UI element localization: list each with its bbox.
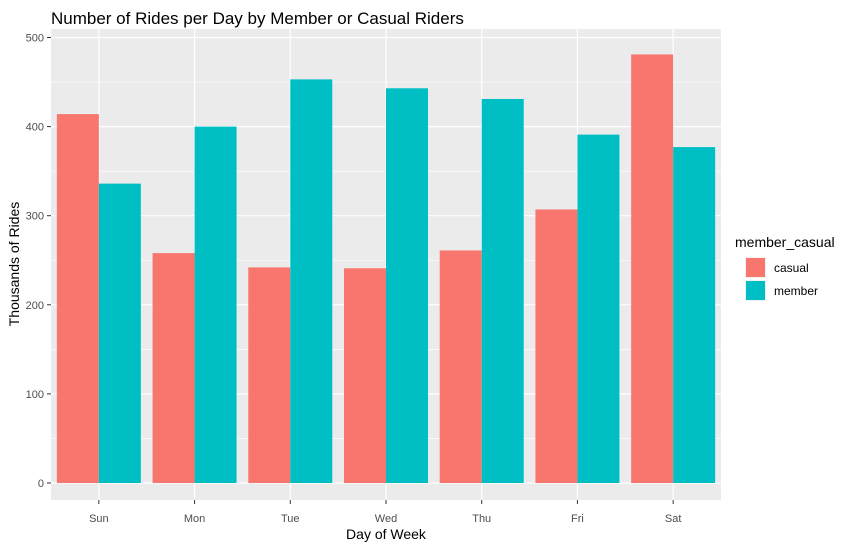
bar-member-mon	[194, 126, 237, 483]
y-tick-label: 200	[26, 300, 44, 312]
bar-member-sun	[98, 183, 141, 483]
y-tick-label: 400	[26, 122, 44, 134]
bar-member-thu	[481, 98, 524, 483]
bar-casual-fri	[535, 209, 578, 483]
y-tick-label: 100	[26, 389, 44, 401]
x-tick-label: Sat	[665, 513, 682, 525]
y-tick-label: 300	[26, 211, 44, 223]
legend-label-member: member	[774, 284, 818, 298]
legend-label-casual: casual	[774, 261, 809, 275]
legend: member_casual casual member	[735, 234, 835, 301]
bar-casual-thu	[439, 250, 482, 483]
y-axis: 0 100 200 300 400 500	[26, 33, 51, 490]
x-tick-label: Mon	[184, 513, 205, 525]
legend-title: member_casual	[735, 234, 835, 250]
bar-casual-sun	[56, 114, 99, 483]
x-tick-label: Tue	[281, 513, 300, 525]
bar-casual-wed	[344, 268, 386, 483]
x-axis-title: Day of Week	[346, 526, 427, 542]
x-tick-label: Thu	[472, 513, 491, 525]
bar-member-wed	[386, 88, 428, 484]
chart-title: Number of Rides per Day by Member or Cas…	[51, 9, 464, 28]
bar-member-tue	[290, 79, 333, 483]
x-axis: Sun Mon Tue Wed Thu Fri Sat	[89, 500, 681, 525]
bar-member-sat	[673, 147, 716, 483]
x-tick-label: Fri	[571, 513, 584, 525]
y-tick-label: 500	[26, 33, 44, 45]
bar-member-fri	[577, 134, 620, 483]
y-tick-label: 0	[38, 478, 44, 490]
x-tick-label: Wed	[375, 513, 397, 525]
bar-casual-tue	[248, 267, 291, 483]
legend-key-casual	[746, 258, 765, 277]
legend-key-member	[746, 281, 765, 300]
x-tick-label: Sun	[89, 513, 109, 525]
bar-casual-sat	[631, 54, 674, 483]
bars	[56, 54, 716, 484]
bar-casual-mon	[152, 253, 195, 483]
y-axis-title: Thousands of Rides	[6, 202, 22, 327]
